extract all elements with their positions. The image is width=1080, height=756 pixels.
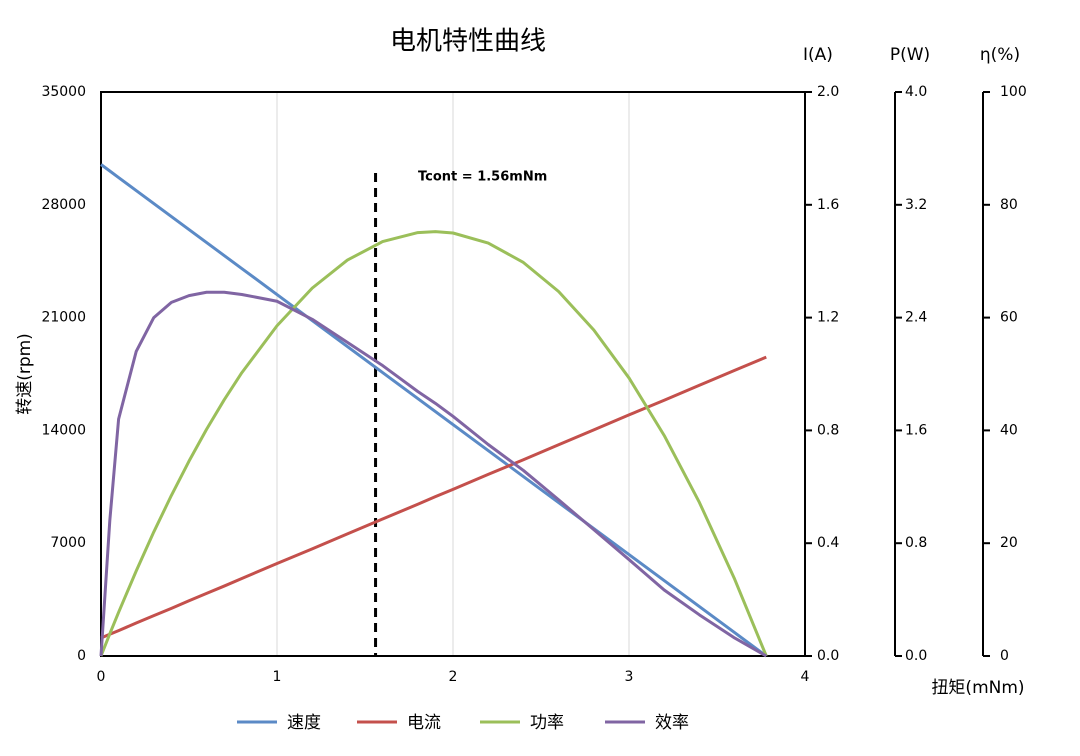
y2-tick-label: 0.4 — [817, 535, 839, 551]
x-tick-label: 2 — [449, 669, 458, 685]
y2-tick-label: 1.6 — [817, 197, 839, 213]
y3-tick-label: 0.0 — [905, 648, 927, 664]
plot-frame — [100, 91, 806, 657]
reference-label: Tcont = 1.56mNm — [418, 170, 547, 185]
y2-tick-label: 0.0 — [817, 648, 839, 664]
y3-tick-label: 2.4 — [905, 310, 927, 326]
y2-tick-label: 1.2 — [817, 310, 839, 326]
chart-title: 电机特性曲线 — [390, 27, 546, 57]
y2-tick-label: 0.8 — [817, 422, 839, 438]
y-axis-title: 转速(rpm) — [15, 333, 35, 415]
x-tick-label: 3 — [625, 669, 634, 685]
y2-axis-title: I(A) — [803, 45, 833, 65]
x-tick-label: 4 — [801, 669, 810, 685]
y4-tick-label: 40 — [1000, 422, 1018, 438]
y4-tick-label: 0 — [1000, 648, 1009, 664]
legend-label: 功率 — [530, 713, 564, 733]
x-axis-title: 扭矩(mNm) — [931, 678, 1024, 698]
y3-axis-title: P(W) — [890, 45, 930, 65]
y4-tick-label: 100 — [1000, 84, 1027, 100]
y3-tick-label: 4.0 — [905, 84, 927, 100]
y-tick-label: 35000 — [41, 84, 86, 100]
y2-tick-label: 2.0 — [817, 84, 839, 100]
y-tick-label: 21000 — [41, 310, 86, 326]
legend-label: 速度 — [287, 713, 321, 733]
x-tick-label: 1 — [273, 669, 282, 685]
x-tick-label: 0 — [97, 669, 106, 685]
series-line — [100, 355, 767, 640]
y-tick-label: 0 — [77, 648, 86, 664]
y-tick-label: 7000 — [50, 535, 86, 551]
y-tick-label: 14000 — [41, 422, 86, 438]
y4-tick-label: 20 — [1000, 535, 1018, 551]
y3-tick-label: 1.6 — [905, 422, 927, 438]
series-line — [100, 163, 768, 658]
series-line — [99, 230, 768, 657]
y-tick-label: 28000 — [41, 197, 86, 213]
series-line — [99, 290, 768, 658]
y4-tick-label: 60 — [1000, 310, 1018, 326]
y3-tick-label: 3.2 — [905, 197, 927, 213]
y4-axis-title: η(%) — [980, 45, 1020, 65]
legend-label: 电流 — [407, 713, 441, 733]
legend-label: 效率 — [655, 713, 689, 733]
y3-tick-label: 0.8 — [905, 535, 927, 551]
y4-tick-label: 80 — [1000, 197, 1018, 213]
